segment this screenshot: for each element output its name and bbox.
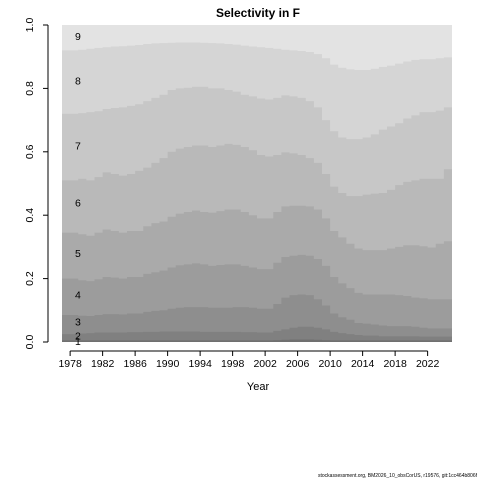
area-series-2 xyxy=(62,326,452,342)
x-tick-label-1990: 1990 xyxy=(156,358,180,370)
x-tick-label-2002: 2002 xyxy=(253,358,277,370)
x-tick-label-2006: 2006 xyxy=(286,358,310,370)
series-label-1: 1 xyxy=(75,336,81,348)
series-label-9: 9 xyxy=(75,31,81,43)
x-tick-label-1982: 1982 xyxy=(91,358,115,370)
series-label-3: 3 xyxy=(75,316,81,328)
series-label-4: 4 xyxy=(75,289,81,301)
x-tick-label-2022: 2022 xyxy=(416,358,440,370)
x-axis: 1978 1982 1986 1990 1994 1998 2002 2006 2010 2014… xyxy=(58,350,440,370)
footnote: stockassessment.org, BM2026_10_obsCorUS,… xyxy=(318,473,478,479)
x-tick-label-1986: 1986 xyxy=(123,358,147,370)
series-label-2: 2 xyxy=(75,331,81,343)
y-tick-label-0: 0.0 xyxy=(24,335,36,350)
x-tick-label-2014: 2014 xyxy=(351,358,375,370)
y-tick-label-0.6: 0.6 xyxy=(24,144,36,159)
series-label-5: 5 xyxy=(75,248,81,260)
x-tick-label-2018: 2018 xyxy=(383,358,407,370)
y-tick-label-0.4: 0.4 xyxy=(24,208,36,223)
series-label-6: 6 xyxy=(75,198,81,210)
stacked-areas xyxy=(62,25,452,342)
x-tick-label-1998: 1998 xyxy=(221,358,245,370)
y-tick-label-1: 1.0 xyxy=(24,18,36,33)
series-label-7: 7 xyxy=(75,140,81,152)
x-tick-label-1994: 1994 xyxy=(188,358,212,370)
age-labels: 12 3 4 5 6 7 8 9 xyxy=(75,31,81,348)
x-axis-title: Year xyxy=(247,381,270,393)
x-tick-label-1978: 1978 xyxy=(58,358,82,370)
chart-title: Selectivity in F xyxy=(216,6,300,20)
x-tick-label-2010: 2010 xyxy=(318,358,342,370)
area-series-3 xyxy=(62,294,452,342)
y-axis: 0.0 0.2 0.4 0.6 0.8 1.0 xyxy=(24,18,49,350)
y-tick-label-0.2: 0.2 xyxy=(24,271,36,286)
series-label-8: 8 xyxy=(75,75,81,87)
area-series-1 xyxy=(62,339,452,342)
y-tick-label-0.8: 0.8 xyxy=(24,81,36,96)
